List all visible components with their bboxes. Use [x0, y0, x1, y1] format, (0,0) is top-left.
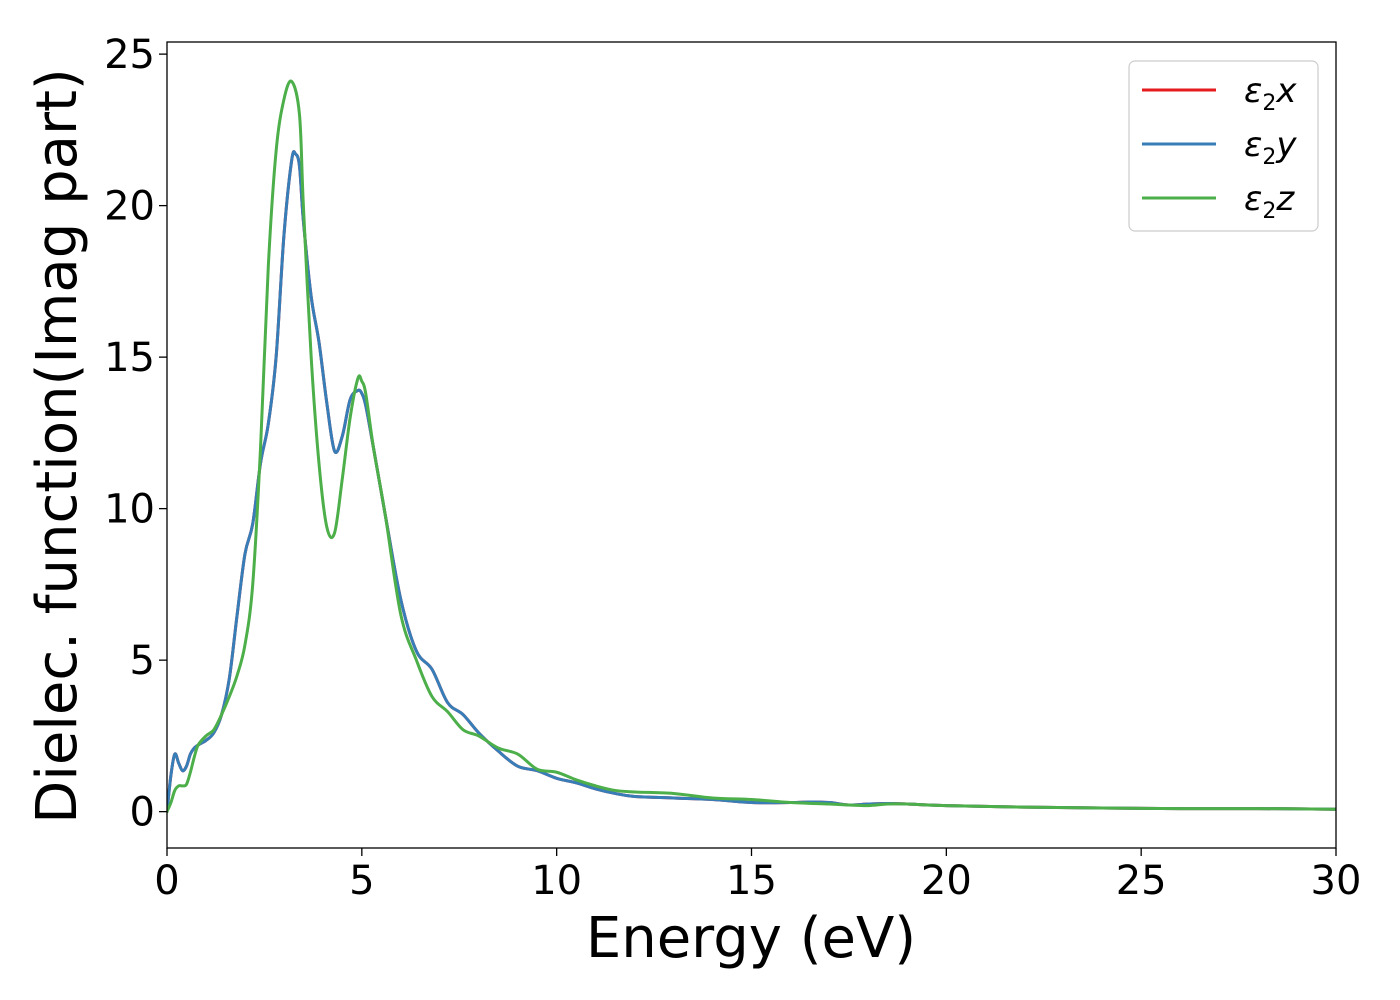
x-tick-label: 30 [1311, 858, 1362, 904]
y-tick-label: 20 [104, 184, 155, 230]
x-axis-label: Energy (eV) [586, 906, 916, 971]
y-tick-label: 15 [104, 335, 155, 381]
y-tick-label: 25 [104, 32, 155, 78]
x-tick-label: 0 [154, 858, 179, 904]
legend-label-z: ε2z [1244, 179, 1295, 224]
legend-label-x: ε2x [1244, 71, 1297, 116]
y-tick-label: 10 [104, 487, 155, 533]
axes: 0 5 10 15 20 25 30 0 5 10 15 20 25 [104, 32, 1361, 904]
series-line-z [167, 79, 1336, 814]
x-tick-label: 25 [1116, 858, 1167, 904]
plot-area [167, 79, 1336, 814]
x-tick-label: 5 [349, 858, 374, 904]
x-tick-label: 15 [726, 858, 777, 904]
y-tick-label: 0 [130, 790, 155, 836]
x-tick-label: 20 [921, 858, 972, 904]
y-tick-label: 5 [130, 638, 155, 684]
legend-label-y: ε2y [1244, 125, 1297, 170]
legend-box [1128, 60, 1319, 232]
legend: ε2x ε2y ε2z [1128, 60, 1319, 232]
y-axis-label: Dielec. function(Imag part) [25, 68, 90, 824]
x-tick-label: 10 [531, 858, 582, 904]
